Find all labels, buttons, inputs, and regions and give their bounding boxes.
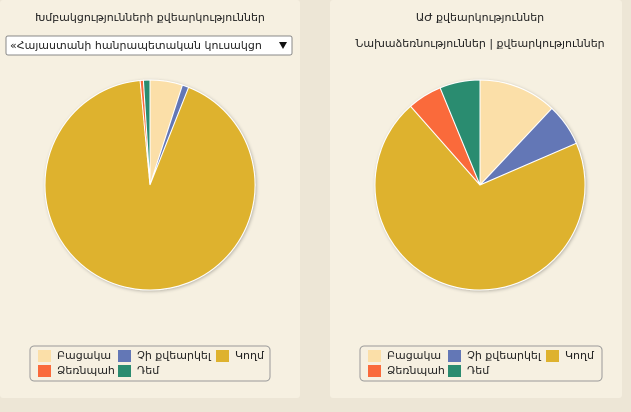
legend-label: Կողմ: [565, 349, 595, 362]
legend-label: Կողմ: [235, 349, 265, 362]
legend-label: Դեմ: [467, 364, 490, 377]
dropdown-value[interactable]: «Հայաստանի հանրապետական կուսակցո: [10, 39, 262, 52]
legend-swatch: [118, 350, 131, 362]
pie-slice: [142, 79, 151, 186]
legend-swatch: [216, 350, 229, 362]
legend-box: [359, 345, 603, 382]
legend-label: Բացակա: [387, 349, 441, 362]
legend-swatch: [546, 350, 559, 362]
legend-swatch: [448, 365, 461, 377]
legend-label: Չի քվեարկել: [467, 349, 542, 362]
chart-subtitle: Նախաձեռնություններ | քվեարկություններ: [355, 37, 604, 50]
legend-swatch: [368, 350, 381, 362]
pie-slice: [374, 105, 586, 291]
legend-label: Ձեռնպահ: [57, 364, 115, 377]
legend-box: [29, 345, 271, 382]
legend-swatch: [448, 350, 461, 362]
chart-title: Խմբակցությունների քվեարկություններ: [35, 11, 265, 24]
legend-swatch: [38, 350, 51, 362]
pie: [44, 79, 256, 291]
chart-title: ԱԺ քվեարկություններ: [416, 11, 544, 24]
legend-label: Ձեռնպահ: [387, 364, 445, 377]
legend-swatch: [118, 365, 131, 377]
legend-swatch: [368, 365, 381, 377]
legend-label: Բացակա: [57, 349, 111, 362]
dropdown[interactable]: «Հայաստանի հանրապետական կուսակցո: [5, 35, 293, 56]
legend-label: Չի քվեարկել: [137, 349, 212, 362]
dropdown-arrow[interactable]: [279, 42, 287, 49]
pie-slice: [479, 79, 553, 187]
pie: [374, 79, 586, 291]
legend-swatch: [38, 365, 51, 377]
pie-slice: [44, 79, 256, 291]
legend-label: Դեմ: [137, 364, 160, 377]
pie-slice: [439, 79, 481, 186]
dropdown-box[interactable]: [5, 35, 293, 56]
